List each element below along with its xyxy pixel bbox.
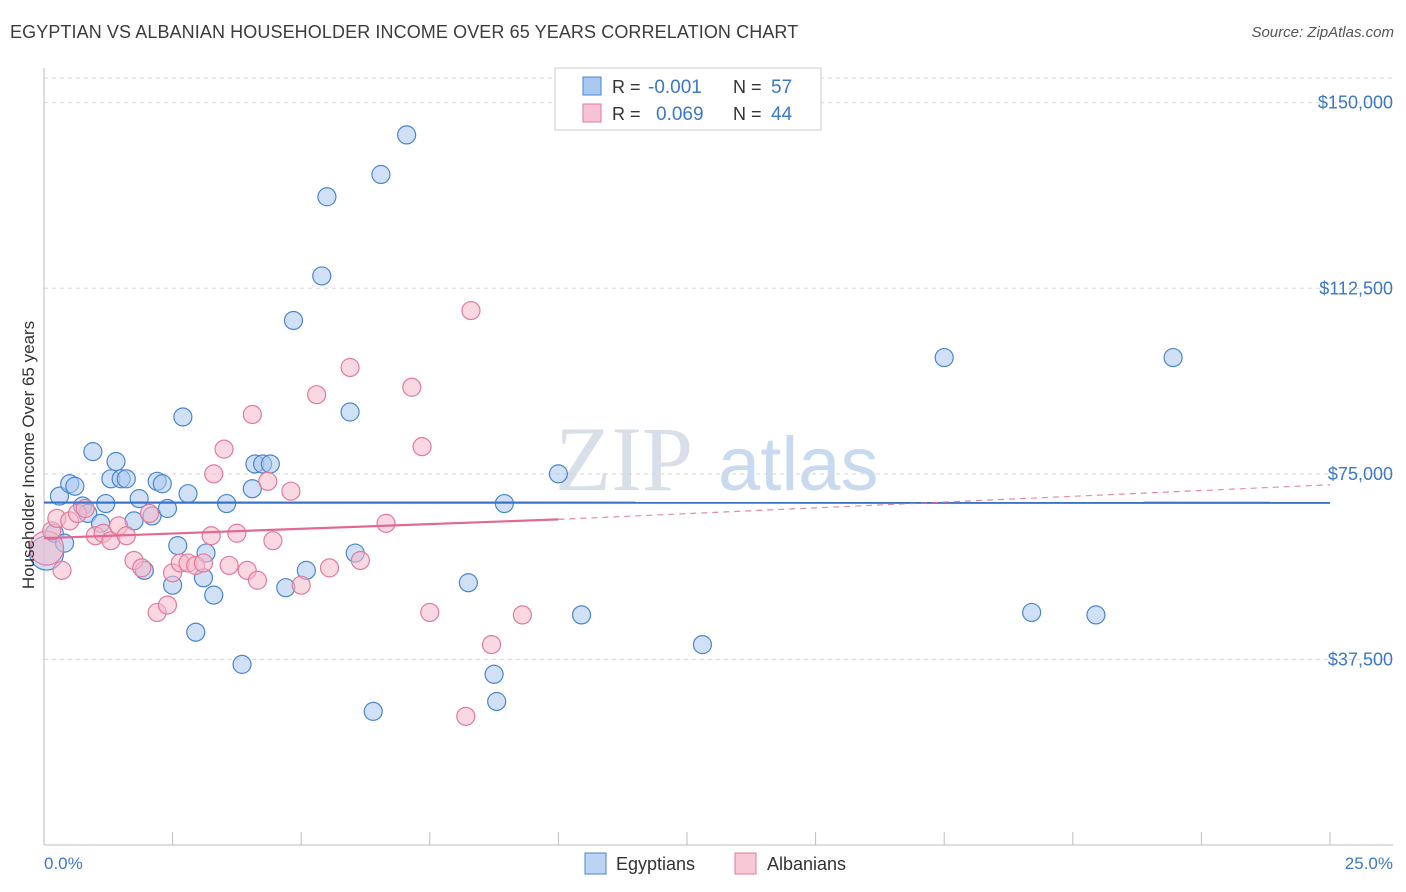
egyptians-point [487,691,507,712]
stats-r-value-egyptians: -0.001 [648,77,702,98]
albanians-point [201,526,221,546]
egyptians-point [692,634,713,655]
egyptians-point [83,442,103,462]
y-tick-label: $75,000 [1328,464,1393,484]
albanians-point [319,558,340,578]
albanians-point [204,464,224,484]
legend-label-albanians: Albanians [767,854,846,874]
egyptians-point [260,454,280,474]
axes: $37,500 $75,000 $112,500 $150,000 [43,68,1393,846]
trend-lines [43,484,1331,540]
albanians-point [247,570,268,590]
albanians-point [340,357,360,378]
stats-swatch-albanians [582,103,602,123]
egyptians-point [242,479,262,499]
stats-n-value-egyptians: 57 [771,77,792,98]
egyptians-point [65,476,85,496]
egyptians-point [548,464,569,484]
chart-source: Source: ZipAtlas.com [1251,24,1394,41]
albanians-trend-extension [558,484,1331,520]
stats-swatch-egyptians [582,76,602,96]
stats-n-value-albanians: 44 [771,104,793,125]
albanians-point [242,404,262,425]
albanians-point [481,634,502,655]
egyptians-point [1086,605,1106,625]
albanians-point [402,377,422,397]
legend-swatch-egyptians [584,852,607,875]
watermark-zip: ZIP [555,408,693,510]
albanians-point [461,300,481,321]
albanians-point [456,706,476,726]
egyptians-point [106,451,126,472]
albanians-point [132,558,152,578]
egyptians-point [157,498,178,519]
stats-box: R = -0.001 N = 57 R = 0.069 N = 44 [554,67,822,131]
egyptians-point [152,474,172,494]
albanians-point [75,498,95,519]
egyptians-point [571,605,592,625]
y-tick-label: $150,000 [1318,93,1393,113]
albanians-point [263,531,283,551]
egyptians-point [1163,347,1183,368]
watermark-atlas: atlas [718,422,879,507]
egyptians-point [458,573,478,593]
egyptians-point [1022,602,1042,623]
albanians-point [350,550,370,571]
legend-swatch-albanians [734,852,757,875]
albanians-point [219,555,239,576]
egyptians-point [173,407,193,427]
albanians-point [376,513,396,533]
albanians-point [512,605,532,625]
egyptians-point [168,536,188,556]
egyptians-point [49,486,70,506]
stats-r-label-albanians: R = [612,104,641,124]
egyptians-point [934,347,954,368]
albanians-point [214,439,234,459]
albanians-point [52,560,72,580]
y-axis-label: Householder Income Over 65 years [19,321,38,589]
x-tick-label-max: 25.0% [1345,854,1393,873]
y-tick-label: $37,500 [1328,649,1393,669]
albanians-point [157,595,178,615]
egyptians-point [232,654,252,674]
egyptians-point [340,402,360,422]
egyptians-point [186,622,206,642]
albanians-point [258,471,278,491]
albanians-point [139,503,160,524]
albanians-point [227,523,247,543]
egyptians-point [397,125,417,145]
albanians-point [307,385,327,405]
albanians-point [412,437,432,457]
egyptians-point [317,187,337,207]
egyptians-point [116,469,136,489]
albanians-trend-line [43,518,559,540]
x-tick-label-min: 0.0% [44,854,83,873]
albanians-point [420,602,440,623]
albanians-point [193,553,214,573]
stats-n-label-egyptians: N = [733,77,762,97]
series-egyptians [28,125,1183,721]
stats-r-label-egyptians: R = [612,77,641,97]
y-tick-label: $112,500 [1319,278,1393,298]
egyptians-point [363,701,383,721]
legend-label-egyptians: Egyptians [616,854,695,874]
albanians-point [291,575,311,595]
legend: Egyptians Albanians [584,852,846,875]
egyptians-point [484,664,504,684]
stats-r-value-albanians: 0.069 [656,104,704,125]
egyptians-point [283,310,304,331]
egyptians-point [178,484,198,504]
chart-title: EGYPTIAN VS ALBANIAN HOUSEHOLDER INCOME … [10,22,799,42]
stats-n-label-albanians: N = [733,104,762,124]
egyptians-point [371,164,391,185]
egyptians-point [312,266,332,286]
series-albanians [28,300,532,726]
albanians-point [281,481,301,501]
egyptians-point [204,585,224,605]
